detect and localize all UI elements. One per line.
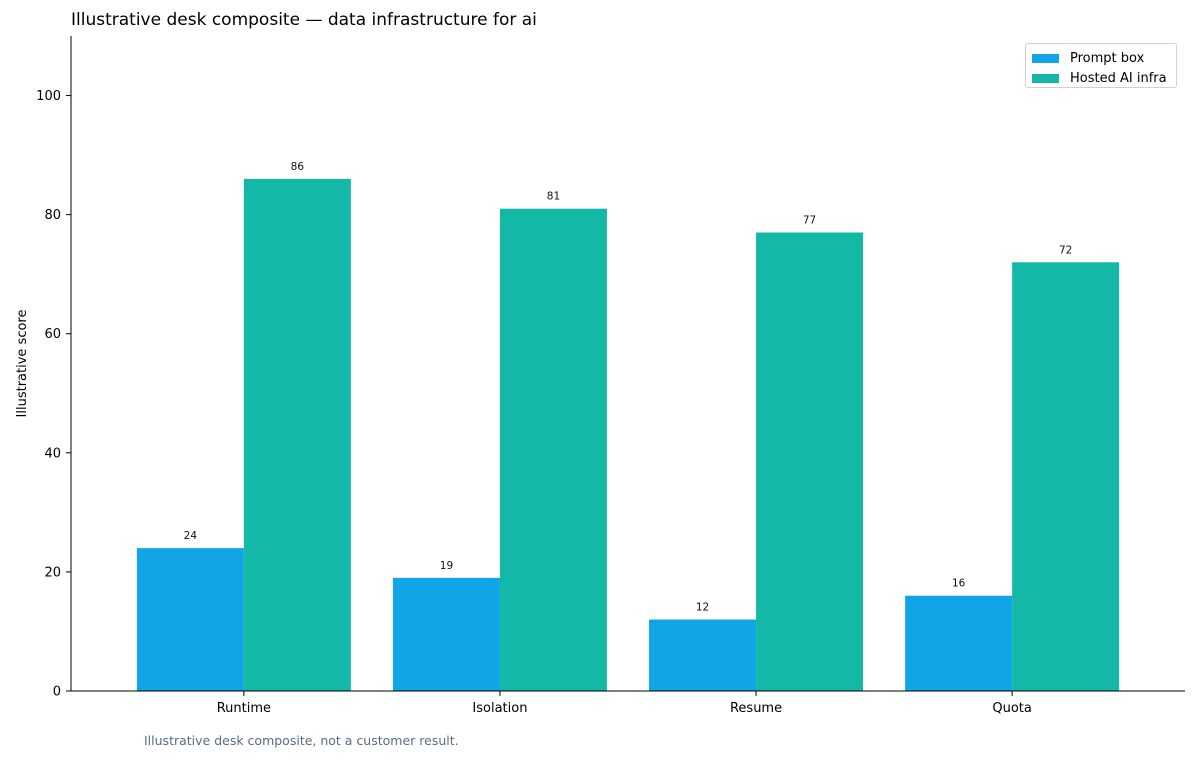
legend-item-prompt-box: Prompt box <box>1032 48 1170 68</box>
legend-item-hosted-ai-infra: Hosted AI infra <box>1032 68 1170 88</box>
x-tick-label: Runtime <box>217 701 271 716</box>
bar-hosted-ai-infra-isolation <box>499 208 607 691</box>
y-tick-label: 20 <box>44 565 61 580</box>
y-tick-label: 0 <box>53 685 61 700</box>
chart-legend: Prompt box Hosted AI infra <box>1025 43 1177 88</box>
bar-hosted-ai-infra-resume <box>756 232 864 691</box>
y-axis-label: Illustrative score <box>15 310 30 418</box>
data-label: 16 <box>952 578 966 590</box>
bar-prompt-box-quota <box>905 595 1013 691</box>
y-tick-label: 40 <box>44 446 61 461</box>
bar-prompt-box-runtime <box>136 548 244 691</box>
data-label: 86 <box>291 161 305 173</box>
data-label: 12 <box>696 602 709 614</box>
y-tick-label: 60 <box>44 327 61 342</box>
x-tick-label: Isolation <box>472 701 527 716</box>
data-label: 77 <box>803 215 816 227</box>
bar-hosted-ai-infra-runtime <box>243 178 351 692</box>
chart-title: Illustrative desk composite — data infra… <box>71 10 537 30</box>
x-tick-label: Resume <box>730 701 782 716</box>
data-label: 19 <box>440 560 453 572</box>
chart-footnote: Illustrative desk composite, not a custo… <box>144 733 459 748</box>
legend-swatch-prompt-box <box>1032 53 1059 63</box>
legend-label-prompt-box: Prompt box <box>1070 50 1145 66</box>
bar-prompt-box-resume <box>649 619 757 691</box>
y-tick-label: 80 <box>44 208 61 223</box>
data-label: 24 <box>184 530 198 542</box>
legend-label-hosted-ai-infra: Hosted AI infra <box>1070 70 1167 86</box>
x-tick-label: Quota <box>992 701 1032 716</box>
data-label: 72 <box>1059 244 1072 256</box>
y-tick-label: 100 <box>36 89 61 104</box>
data-label: 81 <box>547 191 560 203</box>
bar-prompt-box-isolation <box>392 577 500 691</box>
legend-swatch-hosted-ai-infra <box>1032 73 1059 83</box>
bar-hosted-ai-infra-quota <box>1012 262 1120 691</box>
